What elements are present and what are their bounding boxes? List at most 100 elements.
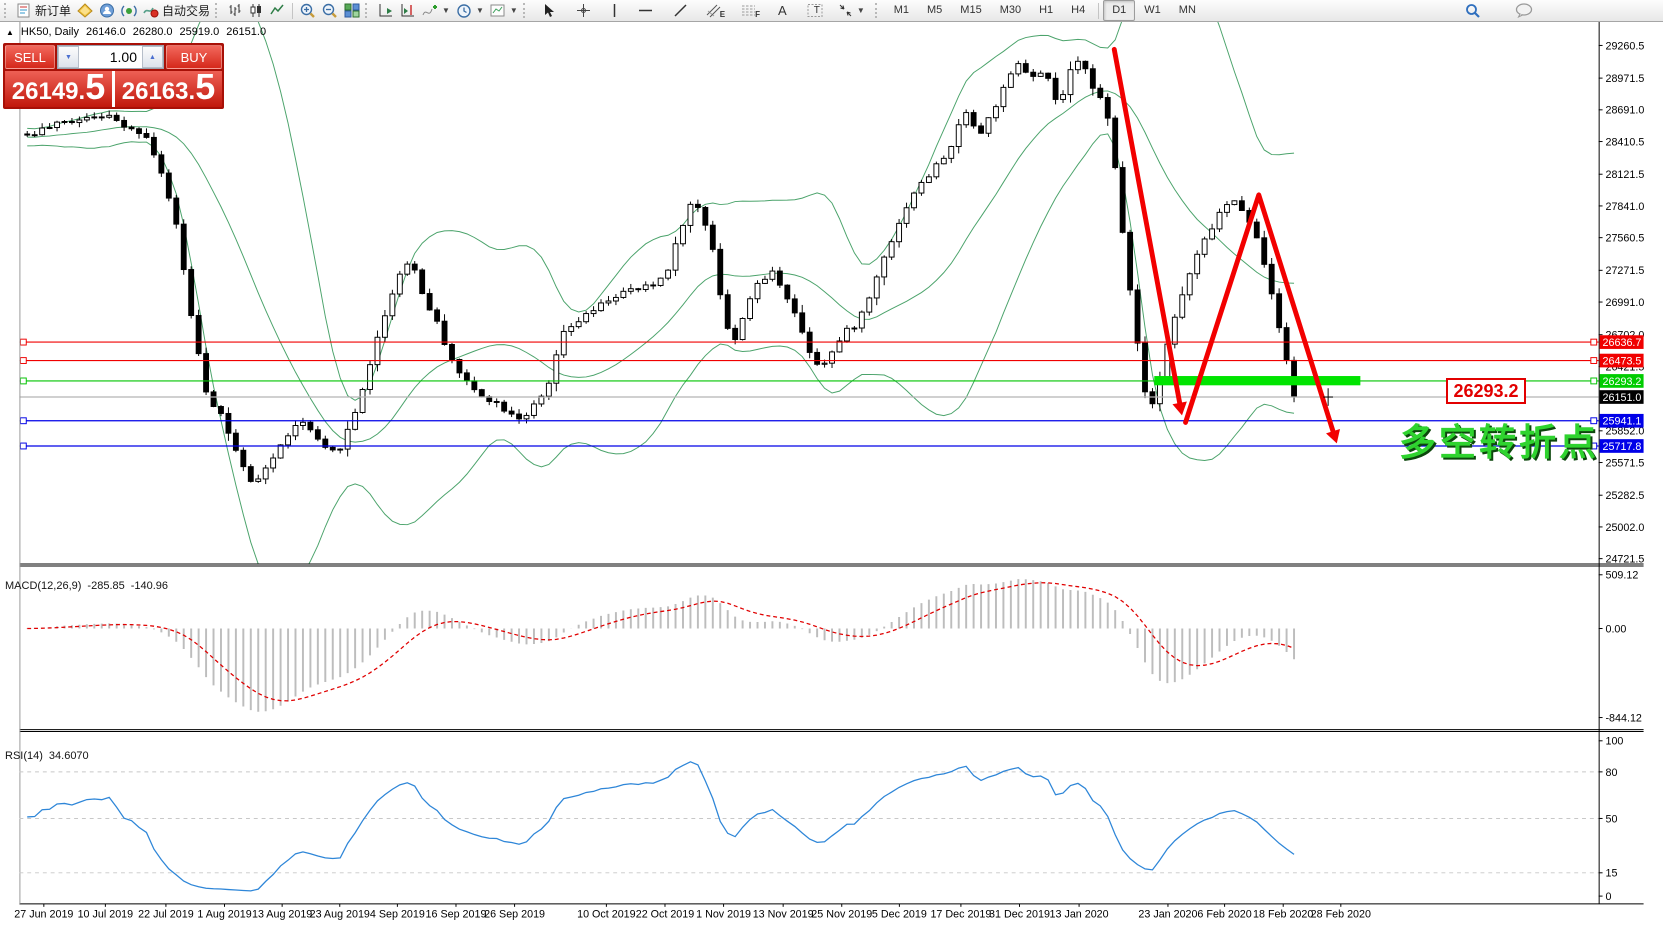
new-order-button[interactable]: 新订单 <box>14 1 74 20</box>
macd-tick-label: 0.00 <box>1605 623 1626 635</box>
volume-input[interactable]: 1.00 <box>109 49 137 65</box>
chart-shift-button[interactable] <box>397 1 419 20</box>
signals-icon <box>121 5 137 17</box>
toolbar-grip[interactable] <box>4 3 11 18</box>
collapse-triangle-icon[interactable]: ▲ <box>6 27 14 37</box>
sell-button[interactable]: SELL <box>5 45 55 69</box>
candle-body <box>1209 228 1215 240</box>
hline-tool-button[interactable] <box>628 1 663 20</box>
candle-body <box>1179 294 1186 318</box>
indicators-button[interactable]: ▼ <box>419 1 453 20</box>
auto-scroll-button[interactable] <box>375 1 397 20</box>
candle-body <box>694 203 701 208</box>
search-button[interactable] <box>1462 1 1484 20</box>
price-level-callout[interactable]: 26293.2 <box>1446 378 1526 404</box>
new-order-label: 新订单 <box>35 4 72 18</box>
price-tick-label: 29260.5 <box>1605 40 1644 52</box>
timeframe-button-w1[interactable]: W1 <box>1144 4 1161 16</box>
candle-body <box>1142 342 1148 393</box>
timeframe-button-d1[interactable]: D1 <box>1103 0 1136 21</box>
trendline-tool-button[interactable] <box>663 1 698 20</box>
candle-body <box>165 172 172 199</box>
price-tick-label: 28691.0 <box>1605 105 1644 117</box>
candlestick-mode-button[interactable] <box>246 1 267 20</box>
candle-body <box>150 136 157 156</box>
date-tick-label: 13 Jan 2020 <box>1050 909 1109 921</box>
candle-body <box>523 414 530 420</box>
candle-body <box>1171 316 1178 345</box>
vline-tool-button[interactable] <box>601 1 628 20</box>
candle-body <box>143 132 150 138</box>
candle-body <box>478 389 485 398</box>
candle-body <box>46 127 53 129</box>
label-tool-button[interactable]: T <box>797 1 830 20</box>
macd-panel <box>26 579 1296 712</box>
buy-price[interactable]: 26163. 5 <box>115 69 222 107</box>
volume-decrease-button[interactable]: ▼ <box>58 46 79 68</box>
tile-windows-button[interactable] <box>341 1 363 20</box>
arrows-tool-button[interactable]: ▼ <box>830 1 873 20</box>
chat-button[interactable] <box>1512 1 1536 20</box>
timeframe-button-m1[interactable]: M1 <box>893 4 910 16</box>
channel-tool-button[interactable]: E <box>698 1 733 20</box>
text-tool-button[interactable]: A <box>768 1 797 20</box>
candle-body <box>203 353 210 393</box>
crosshair-tool-button[interactable] <box>566 1 601 20</box>
candle-body <box>724 294 731 329</box>
metaeditor-button[interactable] <box>74 1 96 20</box>
auto-scroll-icon <box>379 4 393 17</box>
sell-price[interactable]: 26149. 5 <box>5 69 112 107</box>
periods-button[interactable]: ▼ <box>453 1 487 20</box>
date-tick-label: 10 Jul 2019 <box>78 909 134 921</box>
candle-body <box>1104 97 1111 119</box>
candle-body <box>180 223 187 271</box>
price-tick-label: 27271.5 <box>1605 265 1644 277</box>
candle-body <box>367 364 373 390</box>
timeframe-button-mn[interactable]: MN <box>1178 4 1196 16</box>
cursor-tool-button[interactable] <box>533 1 566 20</box>
fibo-letter: F <box>755 9 761 19</box>
toolbar-grip[interactable] <box>522 3 530 18</box>
toolbar-grip[interactable] <box>874 3 882 18</box>
candle-body <box>329 446 336 451</box>
candle-body <box>314 429 321 440</box>
autotrading-icon <box>143 7 159 18</box>
high-value: 26280.0 <box>132 26 173 38</box>
toolbar-grip[interactable] <box>365 3 372 18</box>
candle-body <box>292 425 299 437</box>
candle-body <box>762 278 768 284</box>
volume-increase-button[interactable]: ▲ <box>142 46 163 68</box>
candle-body <box>441 320 448 345</box>
bar-chart-mode-button[interactable] <box>225 1 246 20</box>
line-chart-mode-button[interactable] <box>267 1 288 20</box>
candle-body <box>247 466 254 482</box>
timeframe-button-m30[interactable]: M30 <box>999 4 1022 16</box>
fibonacci-tool-button[interactable]: F <box>733 1 768 20</box>
low-value: 25919.0 <box>179 26 220 38</box>
candle-body <box>702 206 709 226</box>
zoom-out-button[interactable] <box>319 1 341 20</box>
market-watch-button[interactable] <box>96 1 118 20</box>
date-tick-label: 4 Sep 2019 <box>370 909 425 921</box>
timeframe-button-m5[interactable]: M5 <box>927 4 943 16</box>
zoom-in-button[interactable] <box>297 1 319 20</box>
trend-arrow <box>1111 46 1183 406</box>
buy-button[interactable]: BUY <box>166 45 222 69</box>
toolbar-grip[interactable] <box>215 3 222 18</box>
candle-body <box>1276 293 1283 329</box>
candle-body <box>381 315 388 338</box>
candle-body <box>1067 69 1074 96</box>
candle-body <box>493 401 500 403</box>
autotrading-button[interactable]: 自动交易 <box>140 1 213 20</box>
candle-body <box>396 273 403 295</box>
candle-body <box>1231 200 1238 206</box>
timeframe-button-m15[interactable]: M15 <box>960 4 982 16</box>
timeframe-button-h4[interactable]: H4 <box>1071 4 1086 16</box>
timeframe-button-h1[interactable]: H1 <box>1039 4 1054 16</box>
turning-point-annotation[interactable]: 多空转折点 <box>1399 422 1599 463</box>
candle-body <box>948 146 955 159</box>
templates-button[interactable]: ▼ <box>487 1 521 20</box>
level-marker-right <box>1590 417 1598 425</box>
vertical-line-icon <box>613 4 616 17</box>
signals-button[interactable] <box>118 1 140 20</box>
